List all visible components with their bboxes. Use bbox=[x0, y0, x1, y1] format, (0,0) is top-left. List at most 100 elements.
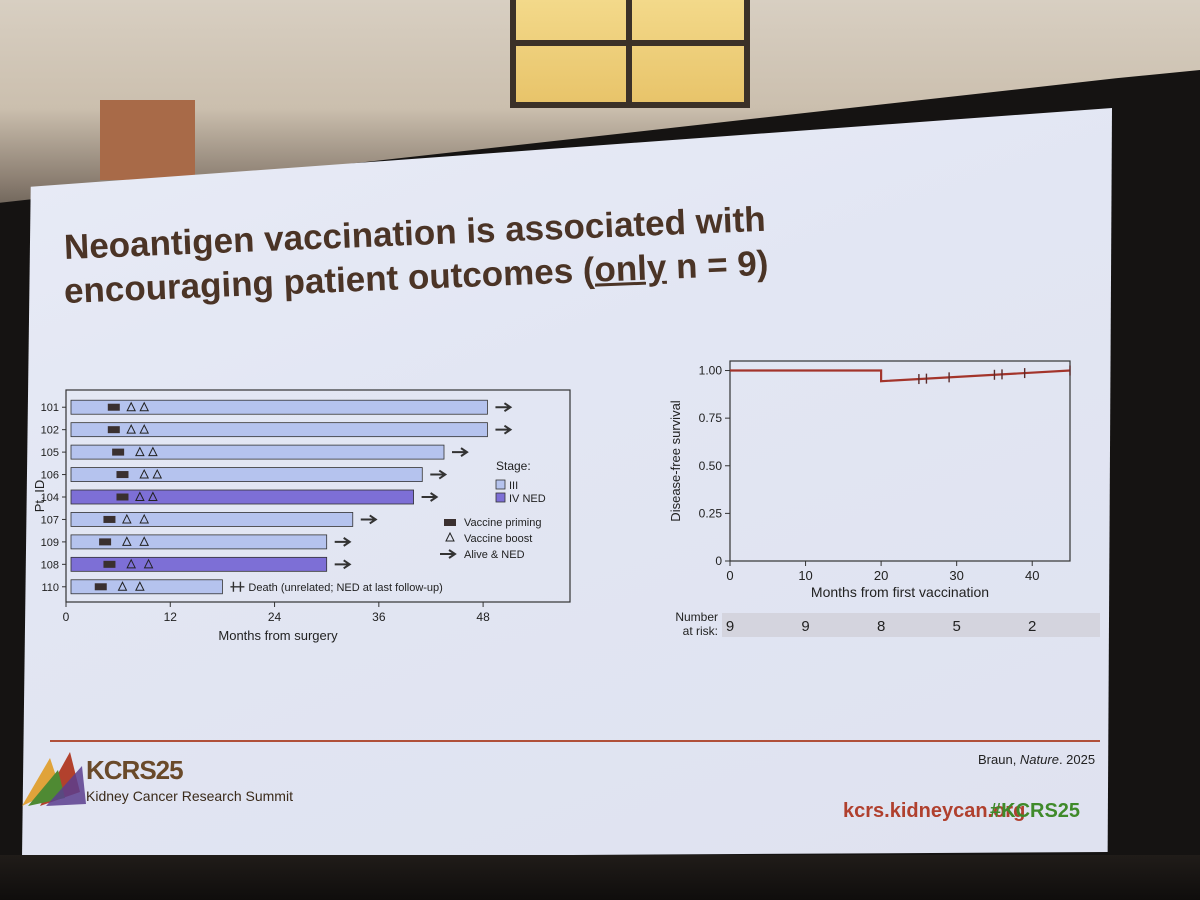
legend-boost-icon bbox=[445, 531, 455, 542]
vaccine-boost-mark bbox=[139, 401, 150, 412]
risk-table-value: 9 bbox=[801, 618, 809, 635]
citation-journal: Nature bbox=[1019, 752, 1059, 767]
y-axis-label: Pt. ID bbox=[32, 480, 47, 513]
vaccine-boost-mark bbox=[148, 491, 158, 501]
patient-id-label: 105 bbox=[41, 447, 59, 459]
patient-id-label: 110 bbox=[41, 582, 59, 594]
x-tick-label: 24 bbox=[268, 610, 282, 624]
vaccine-priming-mark bbox=[112, 448, 125, 456]
y-axis-label: Disease-free survival bbox=[668, 400, 683, 521]
x-tick-label: 36 bbox=[372, 610, 386, 624]
legend-marker-label: Vaccine boost bbox=[464, 533, 532, 545]
risk-table-value: 5 bbox=[952, 618, 960, 635]
risk-table-value: 2 bbox=[1028, 618, 1036, 635]
patient-id-label: 108 bbox=[41, 559, 59, 571]
website-link: kcrs.kidneycan.org bbox=[843, 800, 1026, 822]
patient-bar bbox=[70, 579, 223, 595]
logo-name: KCRS25 bbox=[86, 755, 184, 785]
patient-id-label: 107 bbox=[41, 514, 59, 526]
survival-curve bbox=[730, 369, 1071, 383]
legend-stage-label: III bbox=[509, 480, 518, 492]
vaccine-priming-mark bbox=[107, 426, 120, 434]
risk-table-value: 9 bbox=[726, 618, 734, 635]
title-underlined-word: only bbox=[593, 247, 668, 290]
vaccine-priming-mark bbox=[107, 403, 120, 411]
vaccine-boost-mark bbox=[122, 536, 132, 546]
alive-ned-arrow bbox=[430, 469, 448, 480]
kcrs-logo-icon bbox=[22, 752, 86, 806]
vaccine-boost-mark bbox=[139, 536, 150, 546]
vaccine-boost-mark bbox=[135, 581, 145, 591]
citation-author: Braun, bbox=[978, 752, 1020, 767]
vaccine-boost-mark bbox=[152, 468, 163, 479]
legend-stage-swatch bbox=[495, 492, 506, 503]
vaccine-priming-mark bbox=[99, 538, 112, 546]
vaccine-boost-mark bbox=[139, 513, 150, 524]
y-tick-label: 0.75 bbox=[699, 411, 723, 425]
wall-panel bbox=[100, 100, 195, 180]
x-tick-label: 0 bbox=[63, 610, 70, 624]
x-tick-label: 10 bbox=[798, 568, 812, 583]
vaccine-boost-mark bbox=[126, 401, 136, 412]
vaccine-boost-mark bbox=[135, 491, 145, 501]
logo-subtitle: Kidney Cancer Research Summit bbox=[86, 788, 293, 804]
y-tick-label: 0.25 bbox=[699, 506, 723, 520]
x-tick-label: 20 bbox=[874, 568, 888, 583]
alive-ned-arrow bbox=[495, 424, 513, 435]
patient-id-label: 104 bbox=[41, 492, 59, 504]
legend-alive-arrow-icon bbox=[440, 549, 457, 559]
citation-year: . 2025 bbox=[1058, 752, 1096, 767]
vaccine-boost-mark bbox=[143, 558, 154, 569]
x-tick-label: 0 bbox=[726, 568, 733, 583]
patient-id-label: 106 bbox=[41, 470, 59, 482]
alive-ned-arrow bbox=[334, 537, 352, 547]
vaccine-priming-mark bbox=[103, 560, 116, 568]
legend-marker-label: Vaccine priming bbox=[464, 517, 541, 529]
legend-stage-title: Stage: bbox=[496, 459, 531, 473]
vaccine-priming-mark bbox=[94, 583, 107, 591]
legend-stage-label: IV NED bbox=[509, 493, 546, 505]
alive-ned-arrow bbox=[421, 492, 439, 502]
presentation-slide bbox=[22, 108, 1112, 858]
x-tick-label: 48 bbox=[476, 610, 490, 624]
alive-ned-arrow bbox=[452, 447, 469, 457]
vaccine-boost-mark bbox=[126, 424, 136, 434]
risk-table-label: Number bbox=[675, 610, 718, 624]
citation: Braun, Nature. 2025 bbox=[978, 752, 1095, 767]
vaccine-boost-mark bbox=[135, 446, 145, 457]
footer-divider bbox=[50, 740, 1100, 742]
vaccine-priming-mark bbox=[116, 493, 129, 501]
vaccine-boost-mark bbox=[117, 581, 128, 591]
death-mark bbox=[230, 581, 245, 592]
y-tick-label: 0.50 bbox=[699, 459, 723, 473]
legend-stage-swatch bbox=[495, 479, 506, 490]
y-tick-label: 0 bbox=[715, 554, 722, 568]
vaccine-priming-mark bbox=[116, 471, 129, 479]
vaccine-boost-mark bbox=[122, 513, 132, 524]
vaccine-boost-mark bbox=[126, 558, 136, 569]
patient-id-label: 109 bbox=[41, 537, 59, 549]
patient-id-label: 102 bbox=[41, 425, 59, 437]
patient-bar bbox=[70, 534, 328, 550]
kaplan-meier-plot: 0 0.25 0.50 0.75 1.00 0 10 20 30 40 Months from fi… bbox=[668, 360, 1100, 638]
hashtag: #KCRS25 bbox=[990, 800, 1081, 822]
vaccine-priming-mark bbox=[103, 515, 116, 523]
legend-priming-icon bbox=[444, 519, 456, 526]
x-tick-label: 12 bbox=[164, 610, 178, 624]
patient-bar bbox=[70, 422, 488, 438]
patient-bar bbox=[70, 399, 488, 415]
death-note: Death (unrelated; NED at last follow-up) bbox=[248, 582, 442, 594]
x-axis-label: Months from first vaccination bbox=[811, 584, 989, 600]
legend-marker-label: Alive & NED bbox=[464, 549, 525, 561]
patient-bar bbox=[70, 444, 445, 460]
alive-ned-arrow bbox=[495, 402, 513, 413]
title-line-2-end: n = 9) bbox=[665, 243, 770, 287]
alive-ned-arrow bbox=[360, 514, 378, 525]
audience-silhouettes bbox=[0, 855, 1200, 900]
km-plot-frame bbox=[729, 360, 1071, 562]
swimmer-plot: 101 102 105 106 104 107 109 108 110 Death (unrela… bbox=[32, 389, 571, 643]
vaccine-boost-mark bbox=[139, 468, 150, 479]
y-tick-label: 1.00 bbox=[699, 364, 723, 378]
risk-table-value: 8 bbox=[877, 618, 885, 635]
alive-ned-arrow bbox=[334, 559, 352, 570]
